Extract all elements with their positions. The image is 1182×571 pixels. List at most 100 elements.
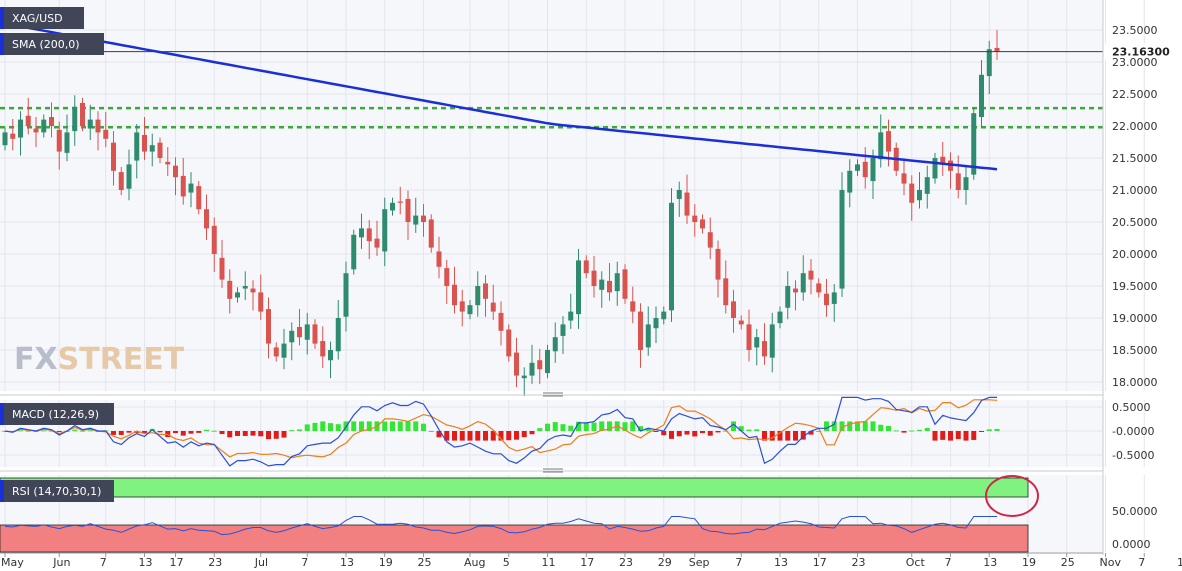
candle-body <box>344 273 349 317</box>
candle-body <box>336 318 341 351</box>
macd-histogram-bar <box>553 422 558 431</box>
macd-histogram-bar <box>979 431 984 432</box>
candle-body <box>514 353 519 376</box>
x-tick-label: 25 <box>1061 556 1075 569</box>
candle-body <box>475 286 480 305</box>
macd-histogram-bar <box>359 421 364 431</box>
candle-body <box>692 216 697 222</box>
macd-histogram-bar <box>747 430 752 431</box>
x-tick-label: Sep <box>689 556 710 569</box>
macd-histogram-bar <box>522 431 527 437</box>
candle-body <box>731 301 736 318</box>
candle-body <box>979 75 984 117</box>
macd-y-tick-label: -0.0000 <box>1112 425 1154 438</box>
rsi-label-accent <box>0 480 4 502</box>
candle-body <box>204 209 209 228</box>
candle-body <box>909 184 914 203</box>
candle-body <box>739 321 744 325</box>
candle-body <box>677 190 682 199</box>
macd-histogram-bar <box>158 431 163 432</box>
x-tick-label: 13 <box>983 556 997 569</box>
candle-body <box>607 281 612 293</box>
candle-body <box>80 103 85 126</box>
candle-body <box>103 130 108 139</box>
macd-histogram-bar <box>902 431 907 433</box>
x-tick-label: 13 <box>774 556 788 569</box>
candle-body <box>351 235 356 270</box>
candle-body <box>537 360 542 369</box>
candle-body <box>220 258 225 280</box>
candle-body <box>243 286 248 289</box>
macd-histogram-bar <box>483 431 488 441</box>
x-tick-label: 29 <box>658 556 672 569</box>
macd-histogram-bar <box>824 421 829 431</box>
macd-histogram-bar <box>297 429 302 431</box>
x-tick-label: 11 <box>542 556 556 569</box>
candle-body <box>258 292 263 311</box>
macd-histogram-bar <box>220 431 225 434</box>
candle-body <box>545 350 550 373</box>
candle-body <box>34 129 39 133</box>
x-tick-label: 7 <box>945 556 952 569</box>
y-tick-label: 21.0000 <box>1112 184 1158 197</box>
macd-histogram-bar <box>127 431 132 433</box>
candle-body <box>196 186 201 209</box>
macd-histogram-bar <box>80 431 85 432</box>
macd-histogram-bar <box>871 421 876 431</box>
candle-body <box>150 145 155 151</box>
macd-y-tick-label: 0.5000 <box>1112 401 1151 414</box>
rsi-y-tick-label: 0.0000 <box>1112 538 1151 551</box>
candle-body <box>398 202 403 203</box>
macd-histogram-bar <box>72 430 77 431</box>
candle-body <box>212 226 217 254</box>
candle-body <box>716 249 721 280</box>
candle-body <box>413 216 418 225</box>
candle-body <box>599 280 604 290</box>
candle-body <box>289 331 294 343</box>
macd-histogram-bar <box>468 431 473 441</box>
candle-body <box>282 344 287 358</box>
macd-histogram-bar <box>514 431 519 440</box>
candle-body <box>18 120 23 138</box>
candle-body <box>181 176 186 196</box>
candle-body <box>576 260 581 314</box>
macd-histogram-bar <box>212 431 217 432</box>
candle-body <box>654 318 659 328</box>
macd-histogram-bar <box>258 431 263 436</box>
macd-histogram-bar <box>421 424 426 431</box>
candle-body <box>390 203 395 211</box>
candle-body <box>173 166 178 178</box>
candle-body <box>646 324 651 347</box>
x-tick-label: 11 <box>1177 556 1182 569</box>
macd-histogram-bar <box>971 431 976 440</box>
macd-histogram-bar <box>785 431 790 441</box>
macd-histogram-bar <box>382 422 387 431</box>
macd-histogram-bar <box>847 421 852 431</box>
candle-body <box>778 312 783 324</box>
macd-histogram-bar <box>584 423 589 431</box>
candle-body <box>96 120 101 133</box>
sma-label: SMA (200,0) <box>12 38 80 51</box>
x-tick-label: 25 <box>418 556 432 569</box>
candle-body <box>785 286 790 308</box>
y-tick-label: 20.5000 <box>1112 216 1158 229</box>
candle-body <box>708 232 713 247</box>
macd-histogram-bar <box>336 424 341 431</box>
watermark: FXSTREET <box>14 342 185 377</box>
macd-histogram-bar <box>654 431 659 432</box>
x-tick-label: Jul <box>254 556 268 569</box>
candle-body <box>266 309 271 344</box>
candle-body <box>305 324 310 339</box>
x-tick-label: May <box>1 556 24 569</box>
macd-histogram-bar <box>406 421 411 431</box>
candle-body <box>382 209 387 251</box>
candle-body <box>375 239 380 248</box>
macd-histogram-bar <box>677 431 682 436</box>
macd-histogram-bar <box>793 431 798 441</box>
x-tick-label: 19 <box>379 556 393 569</box>
candle-body <box>274 347 279 356</box>
candle-body <box>444 268 449 286</box>
x-tick-label: 19 <box>1022 556 1036 569</box>
candle-body <box>452 285 457 305</box>
y-tick-label: 20.0000 <box>1112 248 1158 261</box>
